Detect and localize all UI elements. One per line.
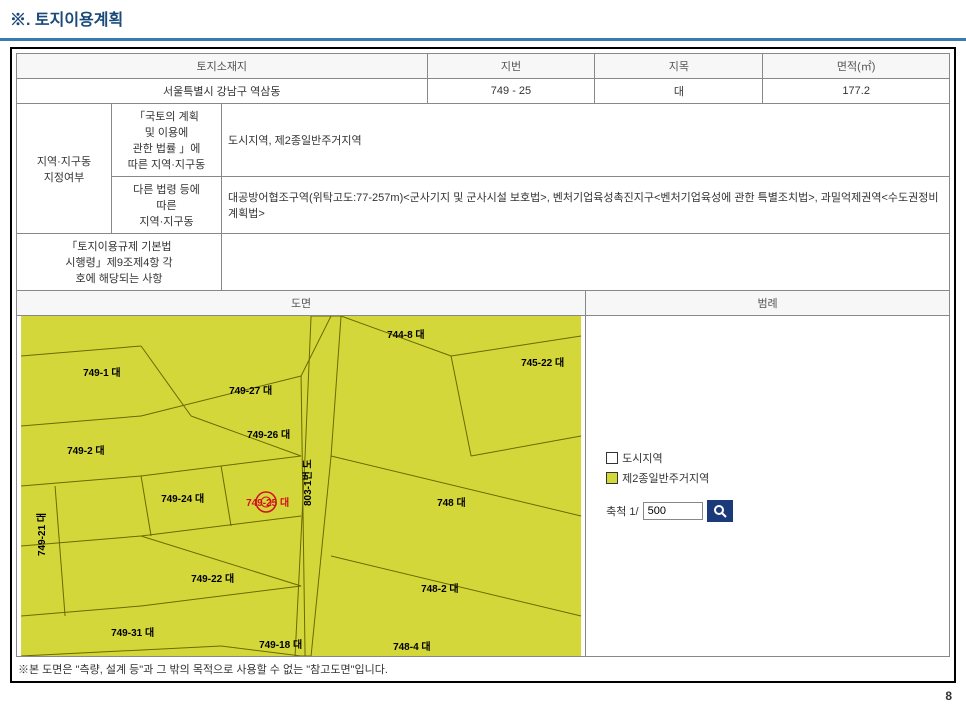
- svg-text:749-1 대: 749-1 대: [83, 366, 121, 379]
- zoning-table: 지역·지구동 지정여부 「국토의 계획 및 이용에 관한 법률 」에 따른 지역…: [16, 103, 950, 291]
- map-cell: 744-8 대 749-1 대 745-22 대 749-27 대 749-26 대 74…: [17, 316, 586, 657]
- zoning-group-label: 지역·지구동 지정여부: [17, 104, 112, 234]
- legend-label: 제2종일반주거지역: [622, 470, 709, 486]
- page-title: ※. 토지이용계획: [0, 0, 966, 41]
- scale-search-button[interactable]: [707, 500, 733, 522]
- legend-item: 제2종일반주거지역: [606, 470, 929, 486]
- svg-text:749-18 대: 749-18 대: [259, 638, 302, 651]
- svg-text:748 대: 748 대: [437, 496, 466, 509]
- scale-input[interactable]: [643, 502, 703, 520]
- svg-text:749-31 대: 749-31 대: [111, 626, 154, 639]
- svg-text:749-26 대: 749-26 대: [247, 428, 290, 441]
- svg-text:749-25 대: 749-25 대: [246, 496, 289, 509]
- legend-item: 도시지역: [606, 450, 929, 466]
- svg-text:748-4 대: 748-4 대: [393, 640, 431, 653]
- content-frame: 토지소재지 지번 지목 면적(㎡) 서울특별시 강남구 역삼동 749 - 25…: [10, 47, 956, 683]
- cell-area: 177.2: [763, 79, 950, 104]
- legend-label: 도시지역: [622, 450, 662, 466]
- cadastral-map: 744-8 대 749-1 대 745-22 대 749-27 대 749-26 대 74…: [17, 316, 585, 656]
- svg-text:744-8 대: 744-8 대: [387, 328, 425, 341]
- section-legend-header: 범례: [586, 291, 950, 316]
- cell-location: 서울특별시 강남구 역삼동: [17, 79, 428, 104]
- table-row: 다른 법령 등에 따른 지역·지구동 대공방어협조구역(위탁고도:77-257m…: [17, 177, 950, 234]
- cell-jibun: 749 - 25: [427, 79, 595, 104]
- svg-text:749-21 대: 749-21 대: [35, 513, 48, 556]
- svg-text:803-1번 도: 803-1번 도: [301, 459, 314, 506]
- col-location: 토지소재지: [17, 54, 428, 79]
- search-icon: [713, 504, 727, 518]
- legend-swatch: [606, 452, 618, 464]
- page-number: 8: [0, 687, 966, 705]
- col-jimok: 지목: [595, 54, 763, 79]
- table-row: 「토지이용규제 기본법 시행령」제9조제4항 각 호에 해당되는 사항: [17, 234, 950, 291]
- col-area: 면적(㎡): [763, 54, 950, 79]
- svg-text:748-2 대: 748-2 대: [421, 582, 459, 595]
- zoning-extra-label: 「토지이용규제 기본법 시행령」제9조제4항 각 호에 해당되는 사항: [17, 234, 222, 291]
- svg-text:745-22 대: 745-22 대: [521, 356, 564, 369]
- parcel-summary-table: 토지소재지 지번 지목 면적(㎡) 서울특별시 강남구 역삼동 749 - 25…: [16, 53, 950, 104]
- svg-text:749-24 대: 749-24 대: [161, 492, 204, 505]
- scale-prefix: 축척 1/: [606, 503, 638, 519]
- svg-text:749-2 대: 749-2 대: [67, 444, 105, 457]
- zoning-extra-value: [222, 234, 950, 291]
- section-map-header: 도면: [17, 291, 586, 316]
- zoning-sub-label: 「국토의 계획 및 이용에 관한 법률 」에 따른 지역·지구동: [112, 104, 222, 177]
- legend-cell: 도시지역제2종일반주거지역 축척 1/: [586, 316, 950, 657]
- map-legend-table: 도면 범례 744-8 대 749-1 대 745-22 대 749-27 대 749-…: [16, 290, 950, 657]
- table-row: 서울특별시 강남구 역삼동 749 - 25 대 177.2: [17, 79, 950, 104]
- table-row: 지역·지구동 지정여부 「국토의 계획 및 이용에 관한 법률 」에 따른 지역…: [17, 104, 950, 177]
- col-jibun: 지번: [427, 54, 595, 79]
- cell-jimok: 대: [595, 79, 763, 104]
- zoning-value: 대공방어협조구역(위탁고도:77-257m)<군사기지 및 군사시설 보호법>,…: [222, 177, 950, 234]
- svg-text:749-27 대: 749-27 대: [229, 384, 272, 397]
- scale-control: 축척 1/: [606, 500, 929, 522]
- svg-text:749-22 대: 749-22 대: [191, 572, 234, 585]
- zoning-sub-label: 다른 법령 등에 따른 지역·지구동: [112, 177, 222, 234]
- zoning-value: 도시지역, 제2종일반주거지역: [222, 104, 950, 177]
- legend-swatch: [606, 472, 618, 484]
- map-footnote: ※본 도면은 "측량, 설계 등"과 그 밖의 목적으로 사용할 수 없는 "참…: [16, 657, 950, 677]
